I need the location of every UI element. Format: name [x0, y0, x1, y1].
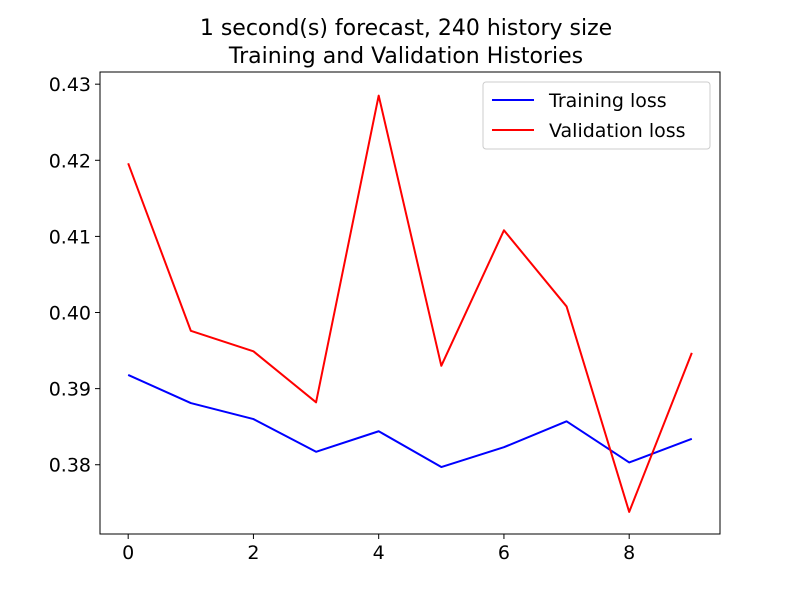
validation-loss-line	[127, 94, 693, 513]
x-tick-label: 4	[373, 542, 385, 564]
x-tick-label: 2	[247, 542, 259, 564]
x-tick-label: 0	[122, 542, 134, 564]
y-tick-label: 0.38	[49, 455, 91, 477]
training-loss-line	[127, 374, 693, 469]
y-tick-label: 0.40	[49, 303, 91, 325]
legend-label-training: Training loss	[548, 90, 667, 112]
x-tick-label: 8	[623, 542, 635, 564]
chart-title-line-2: Training and Validation Histories	[228, 44, 583, 69]
x-tick-label: 6	[498, 542, 510, 564]
y-tick-label: 0.39	[49, 379, 91, 401]
y-tick-label: 0.41	[49, 226, 91, 248]
y-tick-label: 0.43	[49, 74, 91, 96]
series-lines	[127, 94, 693, 513]
legend: Training loss Validation loss	[482, 81, 711, 150]
chart-title-line-1: 1 second(s) forecast, 240 history size	[200, 16, 612, 41]
plot-frame	[99, 71, 721, 535]
legend-box	[482, 81, 711, 150]
legend-label-validation: Validation loss	[549, 120, 686, 142]
axes: 0 2 4 6 8 0.38 0.39 0.40 0.41 0.42 0.43	[49, 74, 636, 564]
y-tick-label: 0.42	[49, 150, 91, 172]
